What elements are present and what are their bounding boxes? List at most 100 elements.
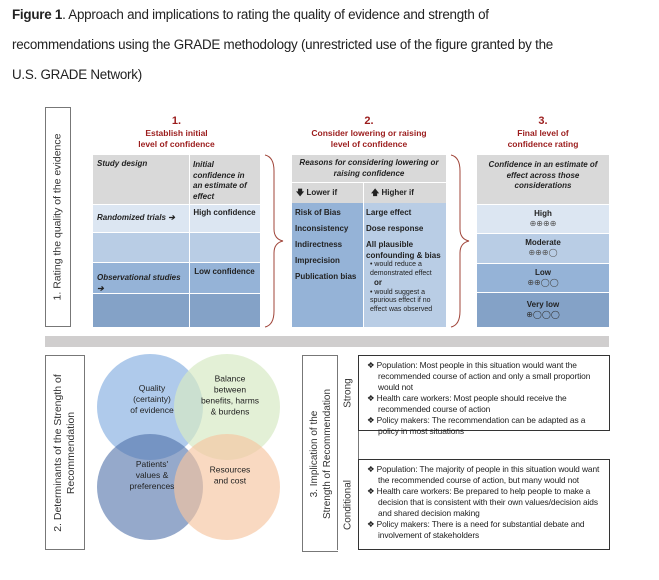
divider bbox=[477, 263, 609, 264]
table-row-empty bbox=[93, 293, 260, 327]
header-reasons: Reasons for considering lowering or rais… bbox=[292, 155, 446, 182]
caption-line-3: U.S. GRADE Network) bbox=[12, 67, 142, 82]
lower-factor: Imprecision bbox=[295, 256, 340, 265]
level-label: Low bbox=[535, 268, 551, 277]
higher-sub-item: • would suggest a spurious effect if no … bbox=[370, 288, 433, 313]
caption-line-1: Figure 1. Approach and implications to r… bbox=[12, 7, 489, 22]
figure-label: Figure 1 bbox=[12, 7, 63, 22]
level-label: High bbox=[534, 209, 552, 218]
brace-icon bbox=[450, 154, 470, 328]
section3-side-label: 3. Implication of the Strength of Recomm… bbox=[308, 388, 334, 518]
level-low: Low ⊕⊕◯◯ bbox=[477, 263, 609, 292]
lower-factor: Indirectness bbox=[295, 240, 343, 249]
level-symbols: ⊕⊕⊕◯ bbox=[528, 247, 558, 257]
col1-title-line: level of confidence bbox=[138, 139, 215, 149]
col1-title-line: Establish initial bbox=[145, 128, 208, 138]
conditional-implications-box: ❖ Population: The majority of people in … bbox=[358, 459, 610, 550]
strength-column bbox=[337, 355, 359, 550]
lower-factor: Inconsistency bbox=[295, 224, 349, 233]
col2-title-line: level of confidence bbox=[330, 139, 408, 149]
venn-label-line: benefits, harms bbox=[201, 396, 259, 406]
table-row-empty bbox=[93, 232, 260, 262]
venn-label-line: Quality bbox=[139, 383, 166, 393]
row-design: Randomized trials ➔ bbox=[93, 204, 189, 232]
header-initial-confidence: Initial confidence in an estimate of eff… bbox=[189, 155, 260, 204]
col3-title-line: Final level of bbox=[517, 128, 569, 138]
higher-factor: All plausible confounding & bias bbox=[366, 240, 441, 260]
side-label-line: 3. Implication of the bbox=[308, 410, 320, 497]
venn-label: Balance between benefits, harms & burdens bbox=[201, 374, 259, 417]
venn-circle-values bbox=[97, 434, 203, 540]
venn-label-line: values & bbox=[136, 470, 169, 480]
caption-line-2: recommendations using the GRADE methodol… bbox=[12, 37, 553, 52]
venn-label-line: (certainty) bbox=[133, 394, 171, 404]
divider bbox=[93, 262, 260, 263]
col2-number: 2. bbox=[364, 115, 374, 127]
higher-if-label: 🡅 Higher if bbox=[363, 182, 446, 203]
caption-text: . Approach and implications to rating th… bbox=[62, 7, 489, 22]
col1-number: 1. bbox=[171, 115, 182, 127]
divider bbox=[292, 182, 446, 183]
determinants-venn-diagram: Quality (certainty) of evidence Balance betw… bbox=[97, 354, 280, 540]
lower-if-label: 🡇 Lower if bbox=[292, 182, 363, 203]
implication-item: ❖ Health care workers: Most people shoul… bbox=[367, 393, 567, 414]
side-label-line: Strength of Recommendation bbox=[321, 388, 333, 519]
reasons-table: Reasons for considering lowering or rais… bbox=[292, 155, 446, 327]
venn-label-line: preferences bbox=[130, 481, 175, 491]
venn-label-line: & burdens bbox=[211, 407, 250, 417]
col3-title-line: confidence rating bbox=[507, 139, 579, 149]
section1-side-label: 1. Rating the quality of the evidence bbox=[51, 133, 64, 301]
side-label-line: Recommendation bbox=[65, 411, 77, 494]
level-high: High ⊕⊕⊕⊕ bbox=[477, 204, 609, 233]
col3-title: 3. Final level of confidence rating bbox=[477, 116, 609, 150]
venn-label: Quality (certainty) of evidence bbox=[130, 383, 174, 415]
level-very-low: Very low ⊕◯◯◯ bbox=[477, 292, 609, 327]
higher-sub-item: • would reduce a demonstrated effect bbox=[370, 261, 432, 277]
strong-label-cell: Strong bbox=[338, 355, 358, 430]
confidence-rating-table: Confidence in an estimate of effect acro… bbox=[477, 155, 609, 327]
col3-number: 3. bbox=[538, 115, 548, 127]
strong-implications-box: ❖ Population: Most people in this situat… bbox=[358, 355, 610, 436]
row-confidence: Low confidence bbox=[189, 262, 260, 293]
divider bbox=[93, 232, 260, 233]
venn-label-line: Patients' bbox=[136, 459, 169, 469]
divider bbox=[189, 155, 190, 327]
venn-label: Resources and cost bbox=[210, 465, 251, 486]
col1-title: 1. Establish initial level of confidence bbox=[93, 116, 260, 150]
higher-factors: Large effect Dose response All plausible… bbox=[363, 203, 446, 327]
venn-label: Patients' values & preferences bbox=[130, 459, 175, 491]
lower-factor: Risk of Bias bbox=[295, 208, 341, 217]
implication-item: ❖ Policy makers: The recommendation can … bbox=[367, 415, 586, 436]
venn-label-line: Balance bbox=[215, 374, 246, 384]
section1-side-box: 1. Rating the quality of the evidence bbox=[45, 107, 71, 327]
venn-circle-resources bbox=[174, 434, 280, 540]
level-symbols: ⊕⊕⊕⊕ bbox=[529, 218, 557, 228]
section-separator bbox=[45, 336, 609, 347]
divider bbox=[477, 292, 609, 293]
side-label-line: 2. Determinants of the Strength of bbox=[52, 373, 64, 532]
row-design: Observational studies ➔ bbox=[93, 262, 189, 293]
or-label: or bbox=[374, 278, 382, 287]
higher-factor: Dose response bbox=[366, 224, 424, 233]
study-design-table: Study design Initial confidence in an es… bbox=[93, 155, 260, 327]
implication-item: ❖ Health care workers: Be prepared to he… bbox=[367, 486, 598, 518]
header-study-design: Study design bbox=[93, 155, 189, 204]
divider bbox=[93, 293, 260, 294]
implication-item: ❖ Policy makers: There is a need for sub… bbox=[367, 519, 585, 540]
strong-label: Strong bbox=[342, 377, 354, 408]
implication-item: ❖ Population: Most people in this situat… bbox=[367, 360, 591, 392]
divider bbox=[363, 182, 364, 327]
venn-circle-quality bbox=[97, 354, 203, 460]
divider bbox=[477, 204, 609, 205]
venn-label-line: of evidence bbox=[130, 405, 174, 415]
level-symbols: ⊕⊕◯◯ bbox=[527, 277, 559, 287]
conditional-label-cell: Conditional bbox=[338, 460, 358, 550]
divider bbox=[93, 204, 260, 205]
lower-factors: Risk of Bias Inconsistency Indirectness … bbox=[292, 203, 363, 327]
section2-side-label: 2. Determinants of the Strength of Recom… bbox=[52, 374, 78, 532]
lower-factor: Publication bias bbox=[295, 272, 357, 281]
col2-title: 2. Consider lowering or raising level of… bbox=[292, 116, 446, 150]
venn-label-line: and cost bbox=[214, 476, 247, 486]
section2-side-box: 2. Determinants of the Strength of Recom… bbox=[45, 355, 85, 550]
